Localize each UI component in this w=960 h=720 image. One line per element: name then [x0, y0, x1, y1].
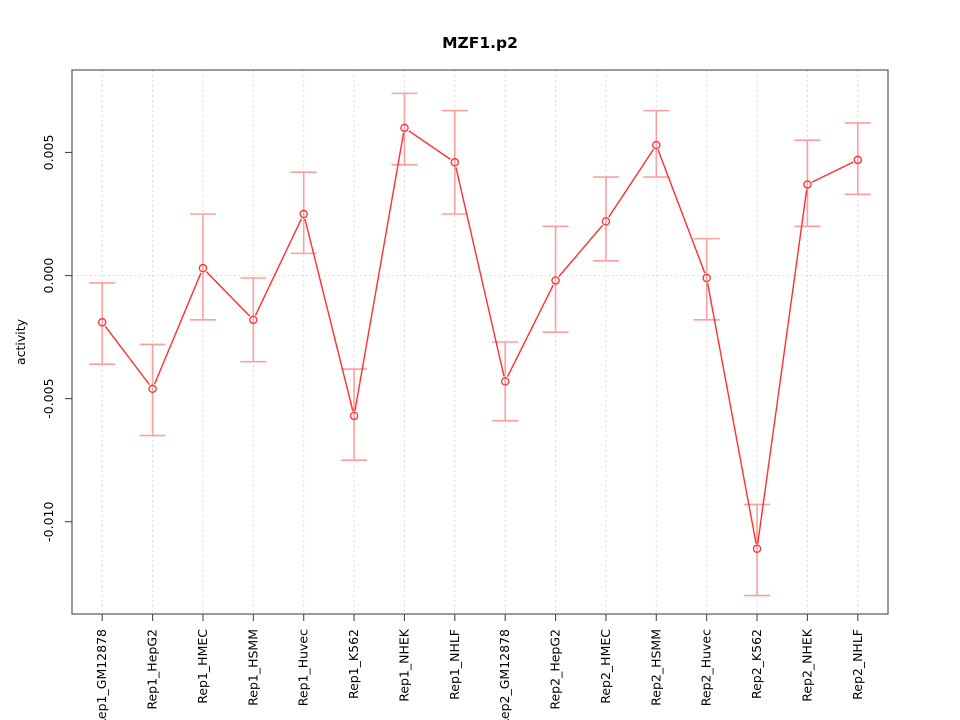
data-point: [652, 140, 661, 150]
x-tick-label: Rep1_GM12878: [94, 629, 109, 720]
x-tick-label: Rep2_GM12878: [497, 629, 512, 720]
series-line-segment: [558, 224, 604, 277]
x-tick-label: Rep1_K562: [346, 629, 361, 699]
data-point: [702, 273, 711, 283]
x-tick-label: Rep2_Huvec: [699, 629, 714, 706]
x-tick-label: Rep2_NHLF: [850, 629, 865, 700]
data-point: [601, 217, 611, 226]
series-line-segment: [455, 167, 505, 377]
data-point: [299, 209, 308, 219]
data-point: [803, 180, 812, 189]
series-line-segment: [608, 149, 655, 218]
series-line-segment: [408, 130, 451, 160]
y-tick-label: -0.005: [41, 378, 56, 418]
data-point: [400, 123, 409, 133]
series-line-segment: [254, 218, 303, 316]
x-tick-label: Rep2_HSMM: [648, 629, 663, 706]
data-point: [450, 158, 460, 167]
series-line-segment: [506, 284, 554, 378]
series-line-segment: [811, 161, 854, 183]
data-point: [551, 276, 560, 285]
series-line-segment: [757, 189, 808, 544]
data-point: [853, 155, 863, 165]
x-tick-label: Rep2_HMEC: [598, 629, 613, 704]
series-line-segment: [206, 271, 251, 317]
data-point: [148, 384, 157, 394]
data-point: [500, 377, 510, 386]
series-line-segment: [706, 282, 757, 544]
x-tick-label: Rep1_HSMM: [245, 629, 260, 706]
data-point: [349, 411, 359, 421]
series-line-segment: [104, 326, 151, 386]
x-tick-label: Rep2_K562: [749, 629, 764, 699]
x-tick-label: Rep1_Huvec: [296, 629, 311, 706]
series-line-segment: [153, 272, 202, 385]
y-tick-label: 0.000: [41, 258, 56, 294]
data-point: [97, 318, 107, 327]
x-tick-label: Rep2_NHEK: [799, 628, 814, 702]
x-tick-label: Rep2_HepG2: [548, 629, 563, 710]
data-point: [249, 315, 258, 325]
chart-title: MZF1.p2: [442, 34, 518, 52]
y-tick-label: 0.005: [41, 135, 56, 171]
series-line-segment: [657, 149, 706, 274]
y-axis-label: activity: [13, 318, 28, 365]
x-tick-label: Rep1_HMEC: [195, 629, 210, 704]
x-tick-label: Rep1_NHLF: [447, 629, 462, 700]
x-tick-label: Rep1_NHEK: [396, 628, 411, 702]
plot-box: [71, 69, 889, 615]
data-point: [752, 544, 762, 554]
y-tick-label: -0.010: [41, 501, 56, 541]
data-point: [198, 263, 208, 273]
series-line-segment: [354, 132, 405, 411]
series-line-segment: [304, 218, 354, 411]
x-tick-label: Rep1_HepG2: [145, 629, 160, 710]
